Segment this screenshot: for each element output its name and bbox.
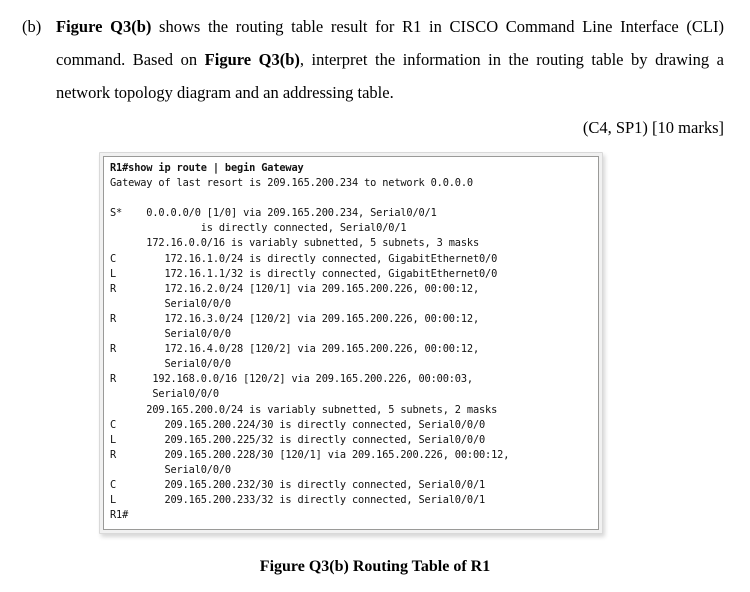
cli-command: R1#show ip route | begin Gateway	[110, 162, 304, 174]
figure-q3b: R1#show ip route | begin Gateway Gateway…	[99, 152, 603, 535]
question-label: (b)	[22, 17, 42, 36]
question-body: Figure Q3(b) shows the routing table res…	[56, 0, 750, 109]
question-block: (b) Figure Q3(b) shows the routing table…	[0, 0, 750, 144]
figure-ref-1: Figure Q3(b)	[56, 17, 152, 36]
question-text-1: shows the routing table result for R1 in…	[56, 17, 724, 69]
question-paragraph: Figure Q3(b) shows the routing table res…	[56, 10, 724, 109]
cli-output: Gateway of last resort is 209.165.200.23…	[110, 177, 510, 522]
routing-table-output: R1#show ip route | begin Gateway Gateway…	[110, 161, 593, 523]
question-text-2: , interpret the information in the routi…	[56, 50, 724, 102]
figure-caption: Figure Q3(b) Routing Table of R1	[259, 558, 491, 575]
figure-ref-2: Figure Q3(b)	[204, 50, 300, 69]
console-frame-inner: R1#show ip route | begin Gateway Gateway…	[103, 156, 599, 531]
question-marks: (C4, SP1) [10 marks]	[582, 118, 724, 137]
question-row: (b) Figure Q3(b) shows the routing table…	[0, 0, 750, 109]
console-frame-outer: R1#show ip route | begin Gateway Gateway…	[99, 152, 603, 535]
